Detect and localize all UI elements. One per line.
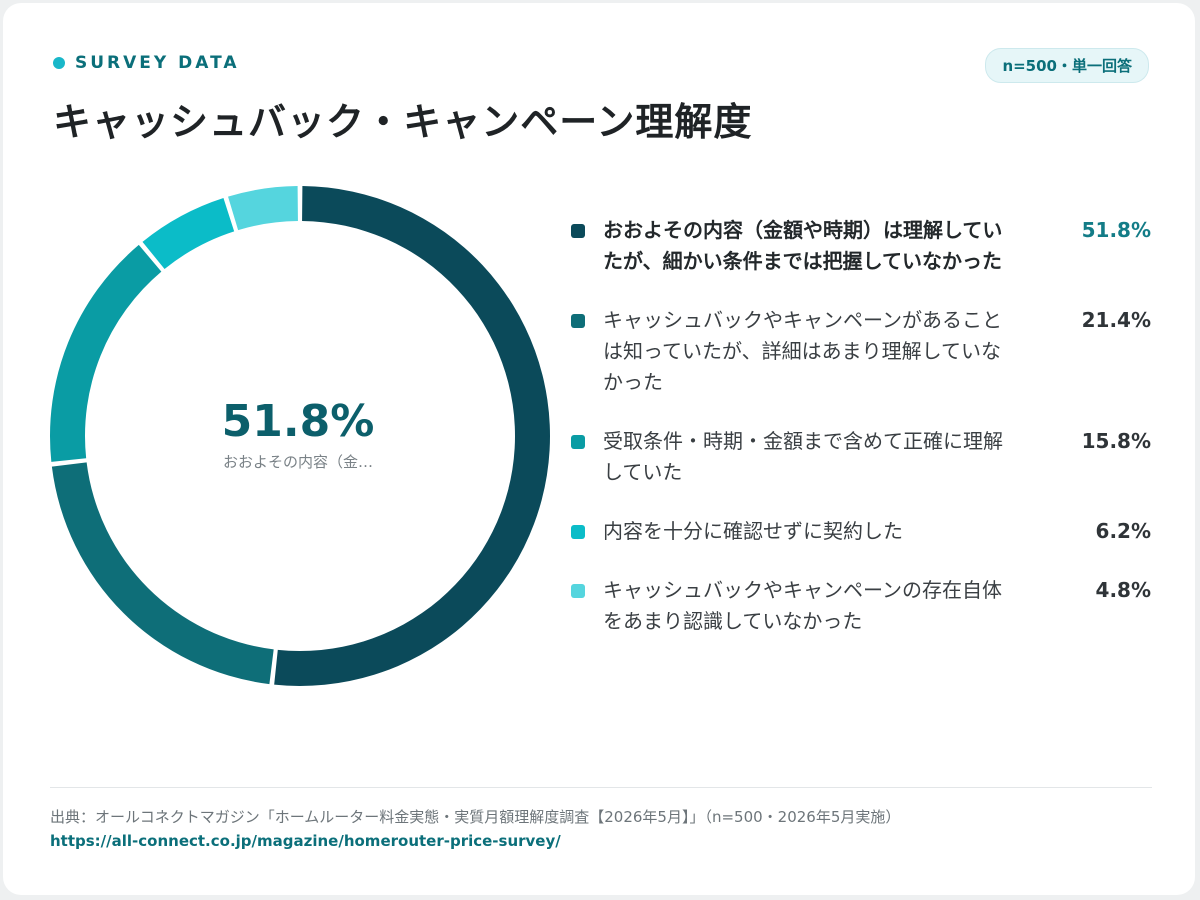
legend-swatch — [571, 584, 585, 598]
legend-item: キャッシュバックやキャンペーンがあることは知っていたが、詳細はあまり理解していな… — [571, 305, 1151, 398]
legend-value: 15.8% — [1081, 429, 1151, 453]
legend-item: 内容を十分に確認せずに契約した 6.2% — [571, 516, 1151, 547]
chart-legend: おおよその内容（金額や時期）は理解していたが、細かい条件までは把握していなかった… — [571, 215, 1151, 665]
legend-item: 受取条件・時期・金額まで含めて正確に理解していた 15.8% — [571, 426, 1151, 488]
donut-center-value: 51.8% — [221, 396, 375, 447]
eyebrow-label: SURVEY DATA — [75, 53, 240, 73]
donut-slice-3 — [50, 244, 162, 462]
source-url[interactable]: https://all-connect.co.jp/magazine/homer… — [50, 832, 561, 850]
sample-badge: n=500・単一回答 — [985, 48, 1149, 83]
footer-divider — [50, 787, 1152, 788]
donut-slice-5 — [228, 186, 298, 231]
legend-value: 6.2% — [1095, 519, 1151, 543]
legend-label: おおよその内容（金額や時期）は理解していたが、細かい条件までは把握していなかった — [603, 218, 1003, 273]
donut-center-label: おおよその内容（金… — [222, 453, 373, 471]
legend-label: 受取条件・時期・金額まで含めて正確に理解していた — [603, 429, 1003, 484]
eyebrow: SURVEY DATA — [53, 53, 240, 73]
legend-swatch — [571, 314, 585, 328]
legend-value: 51.8% — [1081, 218, 1151, 242]
legend-label: 内容を十分に確認せずに契約した — [603, 519, 903, 543]
donut-slice-2 — [51, 462, 274, 685]
donut-slice-1 — [274, 186, 550, 686]
source-note: 出典：オールコネクトマガジン「ホームルーター料金実態・実質月額理解度調査【202… — [50, 808, 901, 826]
donut-chart — [50, 186, 550, 686]
eyebrow-dot-icon — [53, 57, 65, 69]
legend-value: 21.4% — [1081, 308, 1151, 332]
legend-value: 4.8% — [1095, 578, 1151, 602]
legend-item: キャッシュバックやキャンペーンの存在自体をあまり認識していなかった 4.8% — [571, 575, 1151, 637]
legend-swatch — [571, 525, 585, 539]
chart-card: SURVEY DATA キャッシュバック・キャンペーン理解度 n=500・単一回… — [3, 3, 1195, 895]
legend-swatch — [571, 435, 585, 449]
legend-label: キャッシュバックやキャンペーンがあることは知っていたが、詳細はあまり理解していな… — [603, 308, 1002, 394]
legend-swatch — [571, 224, 585, 238]
legend-label: キャッシュバックやキャンペーンの存在自体をあまり認識していなかった — [603, 578, 1002, 633]
donut-slice-4 — [142, 198, 235, 270]
chart-title: キャッシュバック・キャンペーン理解度 — [53, 100, 753, 144]
legend-item: おおよその内容（金額や時期）は理解していたが、細かい条件までは把握していなかった… — [571, 215, 1151, 277]
